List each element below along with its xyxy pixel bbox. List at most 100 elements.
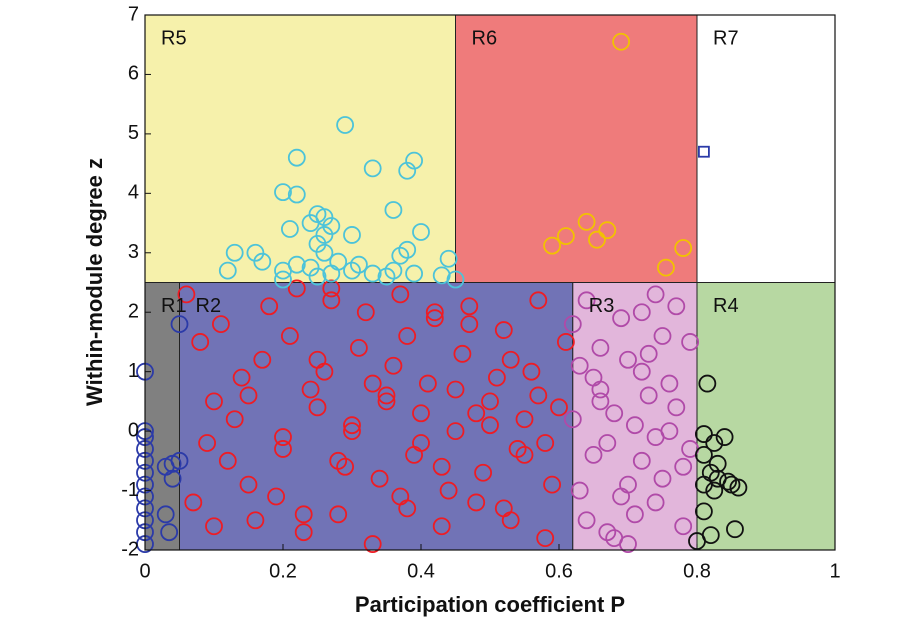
point <box>577 291 596 310</box>
point <box>695 502 713 521</box>
region <box>179 282 574 551</box>
point <box>294 523 313 542</box>
point <box>163 469 182 488</box>
point <box>363 159 382 178</box>
point <box>322 279 341 298</box>
point <box>481 416 499 435</box>
x-axis-label: Participation coefficient P <box>355 592 625 617</box>
y-tick-label: -1 <box>121 479 139 501</box>
point <box>377 267 396 286</box>
point <box>294 505 313 524</box>
point <box>343 261 361 280</box>
point <box>308 398 327 417</box>
point <box>432 517 451 536</box>
point <box>412 223 430 241</box>
y-tick-label: 5 <box>128 122 139 144</box>
point <box>363 264 382 283</box>
point <box>619 350 637 369</box>
point <box>588 230 606 249</box>
point <box>384 356 403 375</box>
point <box>239 475 258 494</box>
plot-frame <box>144 14 836 551</box>
point <box>494 321 513 339</box>
point <box>274 428 292 446</box>
point <box>418 374 437 393</box>
point <box>487 368 506 387</box>
point <box>253 252 272 271</box>
point <box>722 475 741 494</box>
point <box>163 454 182 473</box>
point <box>708 454 727 473</box>
point <box>343 226 361 244</box>
points <box>136 32 748 553</box>
point <box>246 243 265 262</box>
y-tick-label: -2 <box>121 538 139 560</box>
point <box>515 410 534 429</box>
point <box>191 333 210 351</box>
point <box>667 398 686 417</box>
point <box>577 212 596 231</box>
point <box>170 315 189 334</box>
region-label: R6 <box>472 27 498 49</box>
region-label: R5 <box>161 27 187 49</box>
point <box>446 380 465 399</box>
point <box>308 267 327 286</box>
point <box>425 303 444 322</box>
point <box>591 380 610 399</box>
point <box>391 246 410 265</box>
point <box>218 451 237 470</box>
point <box>177 285 196 304</box>
point <box>632 451 651 470</box>
point <box>446 422 465 441</box>
point <box>205 392 223 411</box>
point <box>349 338 368 357</box>
point <box>412 434 430 452</box>
region-label: R2 <box>196 295 222 317</box>
point <box>301 380 320 399</box>
point <box>412 404 430 423</box>
point <box>260 297 279 316</box>
point <box>370 469 389 488</box>
point <box>494 499 513 518</box>
point <box>646 493 665 512</box>
x-tick-label: 0.8 <box>683 560 711 582</box>
region <box>696 14 836 283</box>
point <box>536 529 555 548</box>
point <box>274 270 292 289</box>
point <box>343 422 361 441</box>
point <box>646 428 665 446</box>
point <box>681 333 699 351</box>
point <box>698 374 717 393</box>
point <box>218 261 237 280</box>
point <box>184 493 203 512</box>
point <box>557 333 575 351</box>
point <box>377 386 396 405</box>
point <box>557 227 575 246</box>
point <box>626 416 644 435</box>
point <box>715 428 734 446</box>
point <box>356 303 375 322</box>
point <box>246 511 265 530</box>
point <box>612 487 630 506</box>
point <box>322 291 341 310</box>
point <box>391 285 410 304</box>
region <box>144 14 456 283</box>
point <box>577 511 596 530</box>
point <box>156 505 175 524</box>
point <box>695 445 713 464</box>
point <box>439 249 458 268</box>
point <box>274 261 292 280</box>
point <box>591 392 610 411</box>
point <box>705 434 724 452</box>
point <box>274 183 292 202</box>
region <box>572 282 698 551</box>
point <box>336 116 355 134</box>
point <box>315 243 334 262</box>
x-tick-label: 0.4 <box>407 560 435 582</box>
point <box>425 309 444 328</box>
point <box>280 327 299 345</box>
point <box>501 350 520 369</box>
point <box>225 410 244 429</box>
y-tick-label: 3 <box>128 241 139 263</box>
